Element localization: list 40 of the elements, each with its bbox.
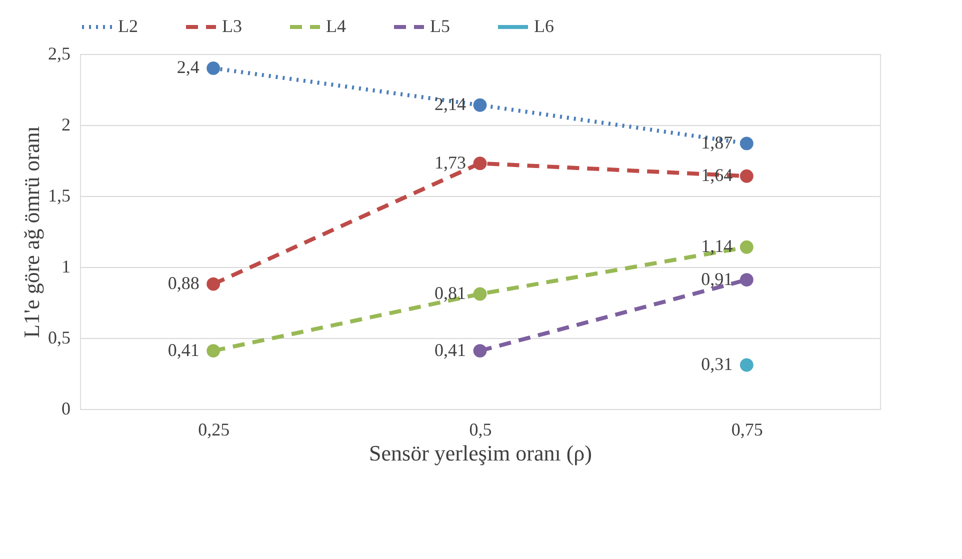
data-label: 2,4 (176, 57, 200, 78)
point (473, 287, 487, 301)
point (206, 277, 220, 291)
y-tick-label: 1 (62, 256, 70, 276)
point (740, 136, 754, 150)
legend-label: L6 (534, 16, 554, 36)
y-axis-title: L1'e göre ağ ömrü oranı (19, 126, 44, 338)
data-label: 1,14 (701, 236, 733, 256)
point (473, 156, 487, 170)
y-tick-label: 0 (62, 398, 70, 418)
data-label: 1,64 (701, 165, 733, 186)
legend-label: L3 (222, 16, 242, 36)
point (206, 62, 220, 75)
point (473, 344, 487, 358)
data-label: 0,88 (168, 273, 200, 294)
point (740, 169, 754, 183)
point (740, 240, 754, 254)
legend-label: L5 (430, 16, 450, 36)
point (740, 358, 754, 372)
data-label: 1,87 (701, 132, 733, 152)
data-label: 0,41 (168, 340, 200, 360)
data-label: 0,81 (434, 282, 466, 303)
data-label: 0,31 (701, 354, 733, 374)
y-tick-label: 0,5 (48, 328, 70, 348)
data-label: 0,41 (434, 340, 466, 360)
legend-label: L4 (326, 16, 346, 36)
point (740, 273, 754, 286)
x-tick-label: 0,5 (469, 420, 492, 440)
y-tick-label: 2 (62, 114, 70, 134)
x-tick-label: 0,25 (198, 420, 230, 440)
x-tick-label: 0,75 (731, 420, 763, 440)
data-label: 0,91 (701, 268, 733, 289)
data-label: 1,73 (434, 152, 466, 172)
y-tick-label: 2,5 (48, 44, 70, 64)
y-tick-label: 1,5 (48, 186, 70, 206)
legend-label: L2 (118, 16, 138, 36)
x-axis-title: Sensör yerleşim oranı (ρ) (369, 440, 592, 466)
data-label: 2,14 (434, 94, 466, 114)
point (206, 344, 220, 358)
point (473, 98, 487, 112)
